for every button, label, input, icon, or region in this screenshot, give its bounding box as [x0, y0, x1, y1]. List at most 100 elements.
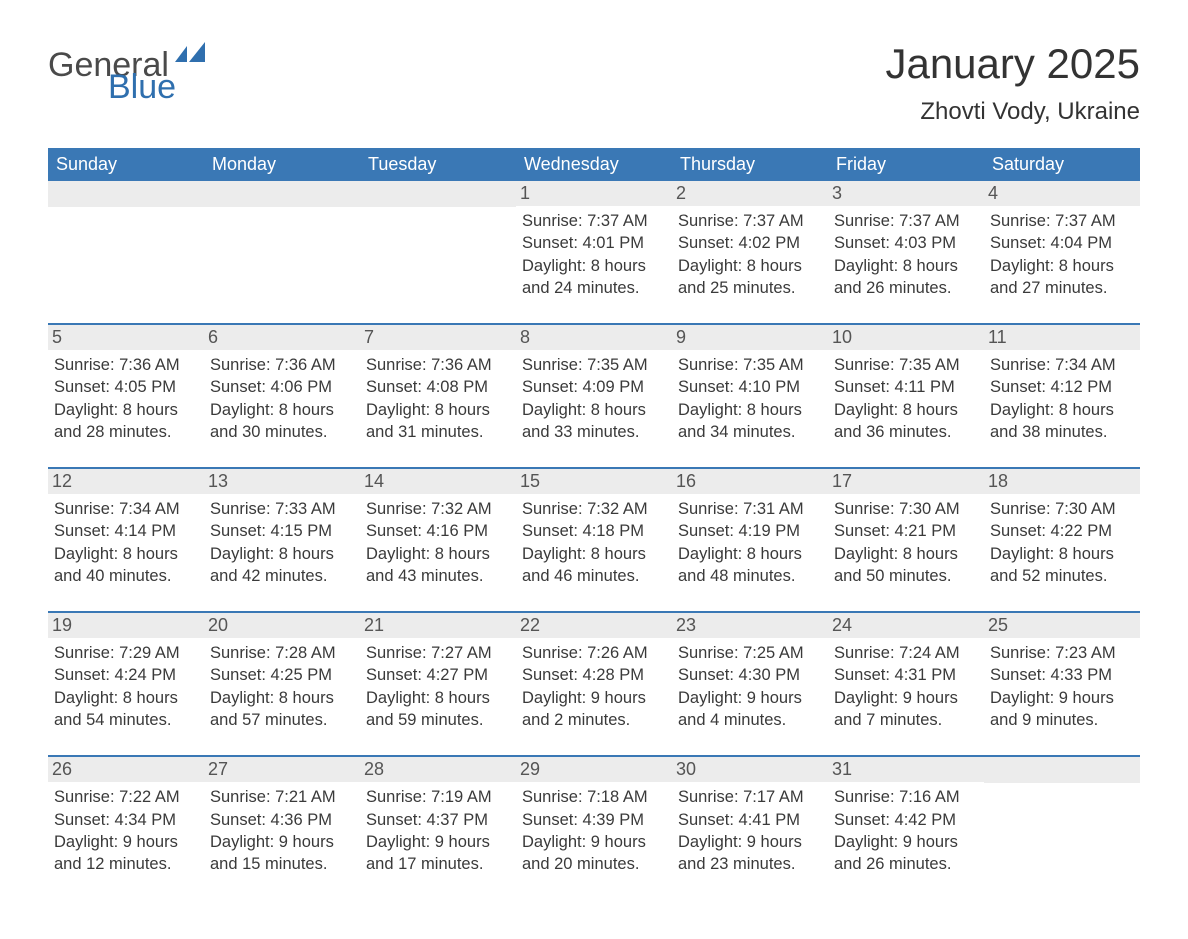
day-number: 9: [672, 325, 828, 350]
day-details: Sunrise: 7:17 AMSunset: 4:41 PMDaylight:…: [678, 786, 822, 875]
day-details: Sunrise: 7:32 AMSunset: 4:16 PMDaylight:…: [366, 498, 510, 587]
day-number: 27: [204, 757, 360, 782]
weekday-header: Friday: [828, 148, 984, 181]
day-number: 18: [984, 469, 1140, 494]
calendar-cell: [984, 756, 1140, 899]
logo: General Blue: [48, 40, 205, 104]
calendar-cell: 15 Sunrise: 7:32 AMSunset: 4:18 PMDayligh…: [516, 468, 672, 612]
calendar-cell: 28 Sunrise: 7:19 AMSunset: 4:37 PMDayligh…: [360, 756, 516, 899]
calendar-cell: 14 Sunrise: 7:32 AMSunset: 4:16 PMDayligh…: [360, 468, 516, 612]
calendar-cell: 16 Sunrise: 7:31 AMSunset: 4:19 PMDayligh…: [672, 468, 828, 612]
calendar-cell: [360, 181, 516, 324]
day-details: Sunrise: 7:32 AMSunset: 4:18 PMDaylight:…: [522, 498, 666, 587]
day-details: Sunrise: 7:37 AMSunset: 4:04 PMDaylight:…: [990, 210, 1134, 299]
calendar-cell: 13Sunrise: 7:33 AMSunset: 4:15 PMDayligh…: [204, 468, 360, 612]
day-details: Sunrise: 7:31 AMSunset: 4:19 PMDaylight:…: [678, 498, 822, 587]
weekday-header: Wednesday: [516, 148, 672, 181]
day-number: 26: [48, 757, 204, 782]
day-number: 23: [672, 613, 828, 638]
calendar-cell: 22Sunrise: 7:26 AMSunset: 4:28 PMDayligh…: [516, 612, 672, 756]
day-number: 4: [984, 181, 1140, 206]
flag-icon: [175, 40, 205, 62]
calendar-week: 5Sunrise: 7:36 AMSunset: 4:05 PMDaylight…: [48, 324, 1140, 468]
weekday-header: Sunday: [48, 148, 204, 181]
day-details: Sunrise: 7:22 AMSunset: 4:34 PMDaylight:…: [54, 786, 198, 875]
calendar-cell: 26 Sunrise: 7:22 AMSunset: 4:34 PMDayligh…: [48, 756, 204, 899]
calendar-cell: 17 Sunrise: 7:30 AMSunset: 4:21 PMDayligh…: [828, 468, 984, 612]
day-number: [360, 181, 516, 207]
calendar-table: SundayMondayTuesdayWednesdayThursdayFrid…: [48, 148, 1140, 899]
day-details: Sunrise: 7:34 AMSunset: 4:12 PMDaylight:…: [990, 354, 1134, 443]
day-number: 7: [360, 325, 516, 350]
day-number: 6: [204, 325, 360, 350]
calendar-cell: 24 Sunrise: 7:24 AMSunset: 4:31 PMDayligh…: [828, 612, 984, 756]
calendar-cell: 8 Sunrise: 7:35 AMSunset: 4:09 PMDaylight…: [516, 324, 672, 468]
month-title: January 2025: [885, 40, 1140, 88]
day-number: 15: [516, 469, 672, 494]
day-details: Sunrise: 7:37 AMSunset: 4:03 PMDaylight:…: [834, 210, 978, 299]
weekday-header: Monday: [204, 148, 360, 181]
day-details: Sunrise: 7:18 AMSunset: 4:39 PMDaylight:…: [522, 786, 666, 875]
location: Zhovti Vody, Ukraine: [885, 98, 1140, 126]
header: General Blue January 2025 Zhovti Vody, U…: [48, 40, 1140, 140]
day-number: 20: [204, 613, 360, 638]
day-number: 13: [204, 469, 360, 494]
day-number: 25: [984, 613, 1140, 638]
calendar-cell: 25 Sunrise: 7:23 AMSunset: 4:33 PMDayligh…: [984, 612, 1140, 756]
day-details: Sunrise: 7:30 AMSunset: 4:22 PMDaylight:…: [990, 498, 1134, 587]
calendar-cell: 2Sunrise: 7:37 AMSunset: 4:02 PMDaylight…: [672, 181, 828, 324]
day-details: Sunrise: 7:36 AMSunset: 4:08 PMDaylight:…: [366, 354, 510, 443]
day-number: 14: [360, 469, 516, 494]
day-details: Sunrise: 7:35 AMSunset: 4:11 PMDaylight:…: [834, 354, 978, 443]
day-number: 1: [516, 181, 672, 206]
day-number: 8: [516, 325, 672, 350]
day-details: Sunrise: 7:27 AMSunset: 4:27 PMDaylight:…: [366, 642, 510, 731]
day-number: 24: [828, 613, 984, 638]
day-number: 19: [48, 613, 204, 638]
calendar-cell: 5Sunrise: 7:36 AMSunset: 4:05 PMDaylight…: [48, 324, 204, 468]
calendar-cell: 29 Sunrise: 7:18 AMSunset: 4:39 PMDayligh…: [516, 756, 672, 899]
day-details: Sunrise: 7:26 AMSunset: 4:28 PMDaylight:…: [522, 642, 666, 731]
calendar-cell: 1Sunrise: 7:37 AMSunset: 4:01 PMDaylight…: [516, 181, 672, 324]
calendar-cell: 19Sunrise: 7:29 AMSunset: 4:24 PMDayligh…: [48, 612, 204, 756]
calendar-cell: 30Sunrise: 7:17 AMSunset: 4:41 PMDayligh…: [672, 756, 828, 899]
day-details: Sunrise: 7:28 AMSunset: 4:25 PMDaylight:…: [210, 642, 354, 731]
day-number: 17: [828, 469, 984, 494]
calendar-week: 12Sunrise: 7:34 AMSunset: 4:14 PMDayligh…: [48, 468, 1140, 612]
calendar-cell: 18 Sunrise: 7:30 AMSunset: 4:22 PMDayligh…: [984, 468, 1140, 612]
logo-word2: Blue: [108, 70, 205, 104]
day-details: Sunrise: 7:35 AMSunset: 4:10 PMDaylight:…: [678, 354, 822, 443]
day-details: Sunrise: 7:23 AMSunset: 4:33 PMDaylight:…: [990, 642, 1134, 731]
calendar-cell: 20 Sunrise: 7:28 AMSunset: 4:25 PMDayligh…: [204, 612, 360, 756]
day-details: Sunrise: 7:36 AMSunset: 4:06 PMDaylight:…: [210, 354, 354, 443]
day-details: Sunrise: 7:35 AMSunset: 4:09 PMDaylight:…: [522, 354, 666, 443]
calendar-cell: 4 Sunrise: 7:37 AMSunset: 4:04 PMDaylight…: [984, 181, 1140, 324]
day-number: 11: [984, 325, 1140, 350]
calendar-week: 26 Sunrise: 7:22 AMSunset: 4:34 PMDayligh…: [48, 756, 1140, 899]
calendar-cell: 11 Sunrise: 7:34 AMSunset: 4:12 PMDayligh…: [984, 324, 1140, 468]
day-number: 2: [672, 181, 828, 206]
day-number: 3: [828, 181, 984, 206]
calendar-cell: 23 Sunrise: 7:25 AMSunset: 4:30 PMDayligh…: [672, 612, 828, 756]
calendar-cell: 6 Sunrise: 7:36 AMSunset: 4:06 PMDaylight…: [204, 324, 360, 468]
day-details: Sunrise: 7:25 AMSunset: 4:30 PMDaylight:…: [678, 642, 822, 731]
day-details: Sunrise: 7:19 AMSunset: 4:37 PMDaylight:…: [366, 786, 510, 875]
calendar-cell: 31Sunrise: 7:16 AMSunset: 4:42 PMDayligh…: [828, 756, 984, 899]
calendar-cell: 3 Sunrise: 7:37 AMSunset: 4:03 PMDaylight…: [828, 181, 984, 324]
day-number: 29: [516, 757, 672, 782]
calendar-cell: 10Sunrise: 7:35 AMSunset: 4:11 PMDayligh…: [828, 324, 984, 468]
calendar-week: 19Sunrise: 7:29 AMSunset: 4:24 PMDayligh…: [48, 612, 1140, 756]
calendar-cell: [48, 181, 204, 324]
day-number: [48, 181, 204, 207]
day-details: Sunrise: 7:34 AMSunset: 4:14 PMDaylight:…: [54, 498, 198, 587]
day-details: Sunrise: 7:21 AMSunset: 4:36 PMDaylight:…: [210, 786, 354, 875]
day-details: Sunrise: 7:30 AMSunset: 4:21 PMDaylight:…: [834, 498, 978, 587]
title-block: January 2025 Zhovti Vody, Ukraine: [885, 40, 1140, 140]
weekday-header: Saturday: [984, 148, 1140, 181]
day-number: 28: [360, 757, 516, 782]
calendar-cell: 27 Sunrise: 7:21 AMSunset: 4:36 PMDayligh…: [204, 756, 360, 899]
day-number: [204, 181, 360, 207]
day-details: Sunrise: 7:24 AMSunset: 4:31 PMDaylight:…: [834, 642, 978, 731]
calendar-week: 1Sunrise: 7:37 AMSunset: 4:01 PMDaylight…: [48, 181, 1140, 324]
day-number: 16: [672, 469, 828, 494]
